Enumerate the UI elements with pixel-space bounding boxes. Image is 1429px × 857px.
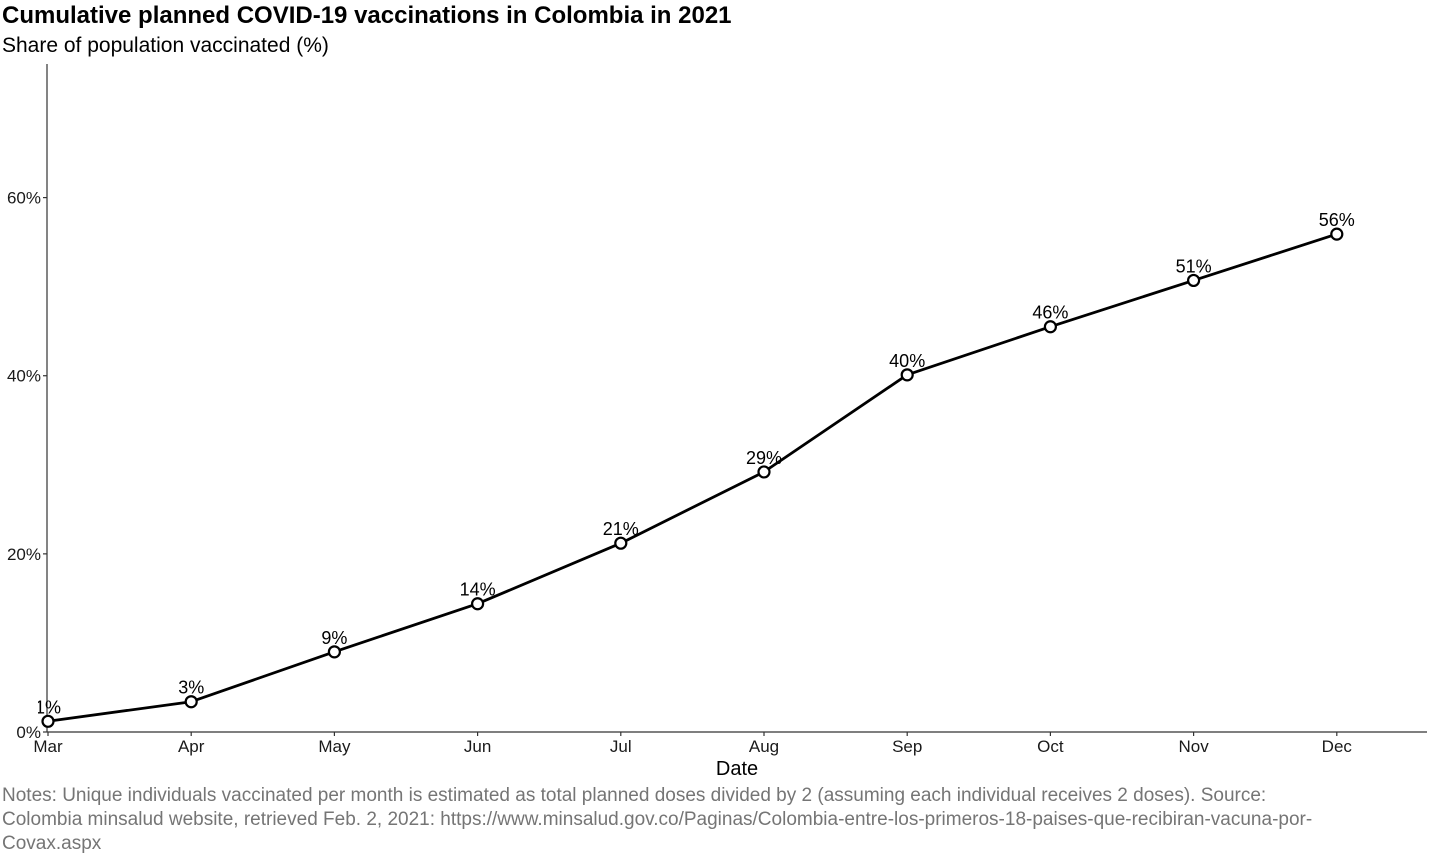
data-point — [757, 465, 771, 479]
data-point — [327, 645, 341, 659]
x-tick-label: Dec — [1322, 737, 1353, 756]
y-tick-label: 20% — [7, 545, 41, 564]
data-point — [471, 597, 485, 611]
data-point — [41, 714, 55, 728]
chart-subtitle: Share of population vaccinated (%) — [2, 34, 329, 57]
data-label: 3% — [178, 678, 204, 698]
chart-data-labels: 1% 3% 9% 14% 21% 29% 40% 46% 51% 56% — [35, 210, 1355, 717]
data-label: 40% — [889, 351, 925, 371]
data-label: 51% — [1176, 256, 1212, 276]
data-point — [900, 368, 914, 382]
chart-axes: 0% 20% 40% 60% Mar Apr May Jun Jul Aug Sep Oct Nov De… — [7, 64, 1427, 780]
chart-series — [41, 227, 1344, 728]
x-tick-label: Oct — [1037, 737, 1064, 756]
chart-notes: Notes: Unique individuals vaccinated per… — [2, 785, 1313, 854]
y-tick-label: 0% — [16, 723, 41, 742]
x-tick-label: Apr — [178, 737, 205, 756]
x-tick-label: Sep — [892, 737, 922, 756]
data-label: 56% — [1319, 210, 1355, 230]
data-label: 1% — [35, 697, 61, 717]
x-tick-label: Nov — [1178, 737, 1209, 756]
x-axis-title: Date — [716, 758, 758, 780]
series-line — [47, 232, 1338, 723]
data-label: 14% — [460, 580, 496, 600]
chart-title: Cumulative planned COVID-19 vaccinations… — [2, 2, 732, 29]
data-label: 21% — [603, 519, 639, 539]
y-tick-label: 40% — [7, 367, 41, 386]
data-point — [1186, 273, 1201, 288]
data-point — [1330, 227, 1344, 241]
x-tick-label: Aug — [749, 737, 779, 756]
x-tick-label: Mar — [33, 737, 63, 756]
data-label: 9% — [321, 628, 347, 648]
data-point — [184, 695, 198, 709]
x-tick-label: May — [318, 737, 351, 756]
data-point — [1043, 320, 1058, 334]
data-point — [614, 536, 628, 550]
x-tick-label: Jun — [464, 737, 491, 756]
data-label: 46% — [1032, 303, 1068, 323]
x-tick-label: Jul — [610, 737, 632, 756]
line-chart: 0% 20% 40% 60% Mar Apr May Jun Jul Aug Sep Oct Nov De… — [7, 64, 1427, 780]
y-tick-label: 60% — [7, 189, 41, 208]
data-label: 29% — [746, 448, 782, 468]
